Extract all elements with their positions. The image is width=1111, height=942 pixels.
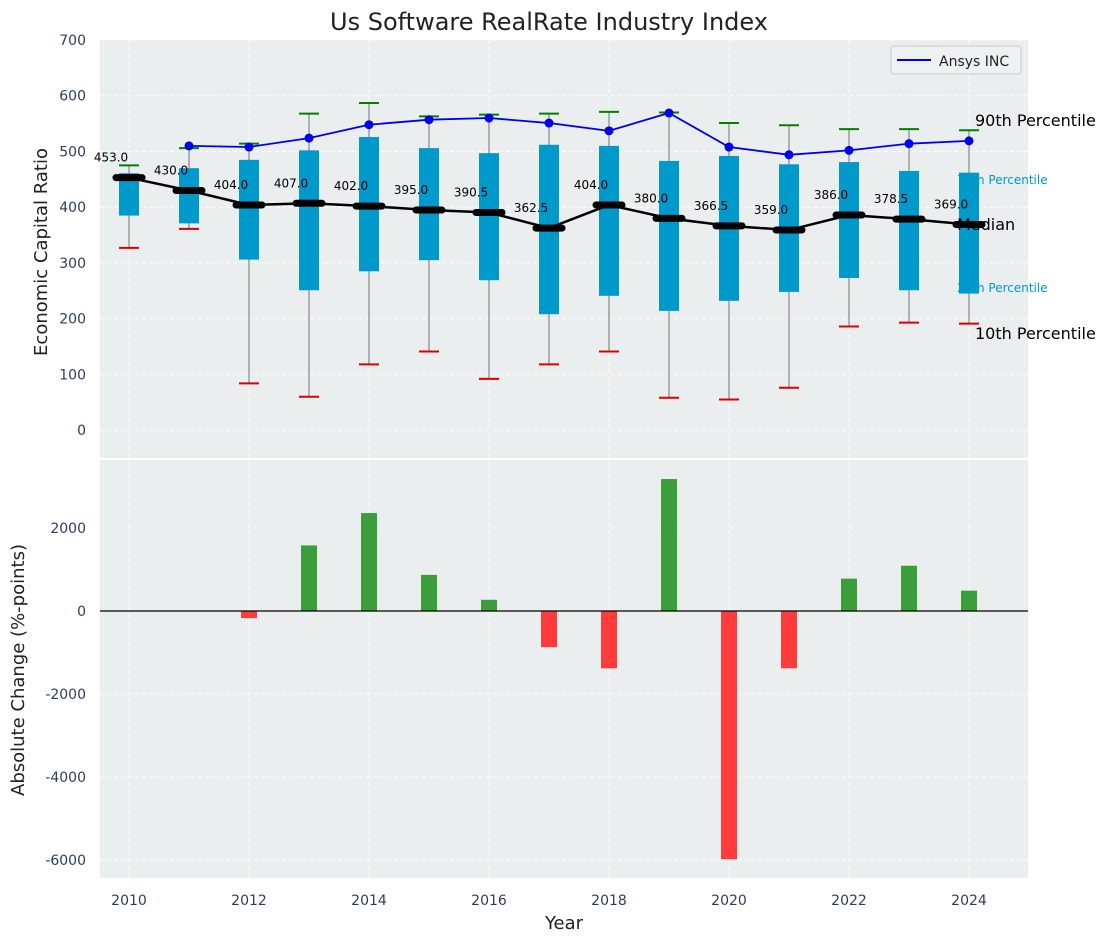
iqr-box (839, 162, 859, 278)
top-y-tick-label: 300 (59, 256, 86, 272)
iqr-box (659, 160, 679, 311)
legend-company-label: Ansys INC (939, 54, 1009, 70)
bottom-y-axis-label: Absolute Change (%-points) (8, 544, 29, 796)
median-value-label: 430.0 (154, 163, 188, 177)
chart-title: Us Software RealRate Industry Index (330, 8, 768, 36)
change-bar-panel: -6000 -4000 -2000 0 2000 2010 2012 2014 2016 2018… (45, 460, 1028, 909)
change-bar (961, 590, 977, 611)
median-value-label: 395.0 (394, 183, 428, 197)
median-value-label: 390.5 (454, 185, 488, 199)
change-bar (421, 574, 437, 611)
top-y-tick-label: 200 (59, 312, 86, 328)
iqr-box (179, 168, 199, 224)
top-y-tick-label: 100 (59, 367, 86, 383)
company-point (664, 108, 674, 118)
iqr-box (299, 150, 319, 291)
bottom-y-tick-label: 0 (77, 604, 86, 620)
company-point (544, 118, 554, 128)
iqr-box (959, 172, 979, 294)
annotation-p25: 25th Percentile (957, 281, 1048, 295)
median-value-label: 366.5 (694, 199, 728, 213)
x-tick-label: 2012 (231, 893, 267, 909)
change-bar (241, 611, 257, 619)
company-line (188, 112, 970, 156)
top-y-tick-label: 700 (59, 33, 86, 49)
median-value-label: 453.0 (94, 151, 128, 165)
iqr-box (599, 145, 619, 296)
iqr-box (899, 170, 919, 291)
x-tick-label: 2018 (591, 893, 627, 909)
top-y-tick-label: 400 (59, 200, 86, 216)
x-tick-label: 2022 (831, 893, 867, 909)
change-bar (301, 545, 317, 611)
change-bar (481, 599, 497, 611)
x-tick-label: 2020 (711, 893, 747, 909)
median-value-label: 404.0 (214, 178, 248, 192)
box-plot-panel: 0 100 200 300 400 500 600 700 453.0 430.0 404.0 407… (59, 33, 1096, 458)
company-point (724, 142, 734, 152)
change-bar (541, 611, 557, 648)
company-point (604, 126, 614, 136)
company-point (244, 142, 254, 152)
x-tick-label: 2010 (111, 893, 147, 909)
top-y-tick-label: 600 (59, 89, 86, 105)
legend-box (890, 45, 1022, 75)
median-value-label: 386.0 (814, 188, 848, 202)
company-point (424, 115, 434, 125)
change-bar (901, 565, 917, 611)
bottom-y-tick-label: -6000 (45, 853, 86, 869)
median-value-label: 407.0 (274, 176, 308, 190)
top-y-tick-label: 0 (77, 423, 86, 439)
iqr-box (239, 159, 259, 260)
change-bar (781, 611, 797, 669)
x-tick-label: 2016 (471, 893, 507, 909)
median-value-label: 404.0 (574, 178, 608, 192)
company-point (844, 145, 854, 155)
bottom-y-tick-label: 2000 (50, 521, 86, 537)
company-point (364, 120, 374, 130)
median-value-label: 380.0 (634, 191, 668, 205)
company-point (904, 139, 914, 149)
median-value-label: 402.0 (334, 179, 368, 193)
x-axis-label: Year (544, 913, 584, 934)
bottom-plot-background (100, 460, 1028, 878)
bottom-y-tick-label: -4000 (45, 770, 86, 786)
annotation-median: Median (957, 215, 1015, 234)
iqr-box (119, 173, 139, 216)
change-bar (841, 578, 857, 611)
bottom-y-tick-label: -2000 (45, 687, 86, 703)
company-point (964, 136, 974, 146)
top-y-tick-label: 500 (59, 144, 86, 160)
top-y-axis-label: Economic Capital Ratio (31, 148, 52, 356)
x-tick-label: 2014 (351, 893, 387, 909)
iqr-box (479, 153, 499, 281)
change-bar (661, 479, 677, 611)
change-bar (361, 513, 377, 611)
iqr-box (419, 148, 439, 261)
company-point (304, 133, 314, 143)
company-point (484, 113, 494, 123)
change-bar (601, 611, 617, 669)
annotation-p90: 90th Percentile (975, 111, 1096, 130)
x-tick-label: 2024 (951, 893, 987, 909)
median-value-label: 369.0 (934, 197, 968, 211)
company-point (184, 141, 194, 151)
change-bar (721, 611, 737, 860)
annotation-p10: 10th Percentile (975, 324, 1096, 343)
median-value-label: 378.5 (874, 192, 908, 206)
company-point (784, 150, 794, 160)
median-value-label: 362.5 (514, 201, 548, 215)
median-value-label: 359.0 (754, 203, 788, 217)
annotation-p75: 75th Percentile (957, 173, 1048, 187)
